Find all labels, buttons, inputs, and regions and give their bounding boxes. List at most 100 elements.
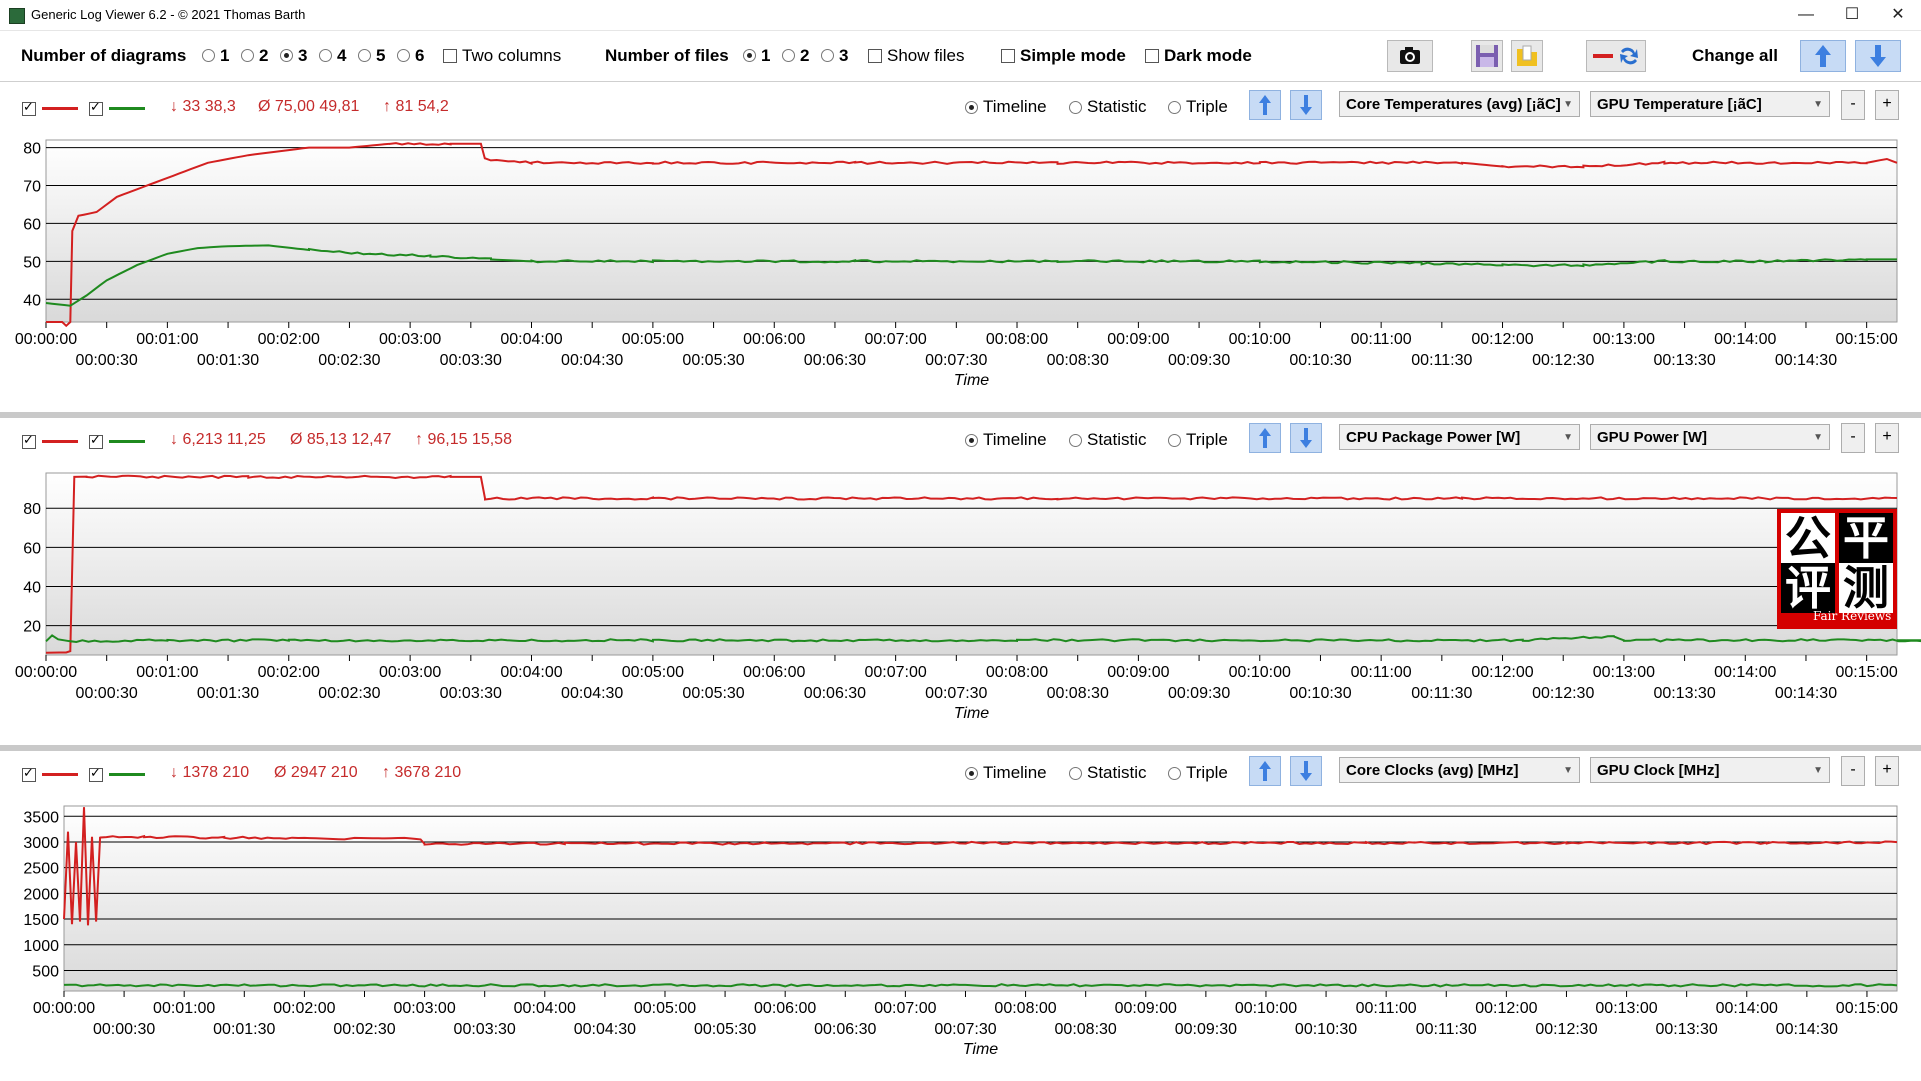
series1-toggle-checkbox[interactable]	[22, 432, 36, 449]
mode-triple-radio[interactable]	[1168, 767, 1181, 780]
move-down-button[interactable]	[1290, 90, 1322, 120]
x-tick-label: 00:14:30	[1776, 1021, 1838, 1038]
close-button[interactable]: ✕	[1891, 6, 1905, 23]
mode-triple-radio[interactable]	[1168, 434, 1181, 447]
add-diagram-button[interactable]: +	[1875, 756, 1899, 786]
minimize-button[interactable]: —	[1798, 6, 1814, 23]
y-tick-label: 80	[23, 141, 41, 158]
x-tick-label: 00:15:00	[1836, 1000, 1898, 1017]
x-tick-label: 00:01:30	[197, 352, 259, 369]
two-columns-checkbox[interactable]	[443, 49, 457, 63]
watermark-logo: 公 平 评 测 Fair Reviews	[1777, 509, 1897, 629]
screenshot-button[interactable]	[1387, 40, 1433, 72]
series2-select[interactable]: GPU Clock [MHz] ▼	[1590, 757, 1830, 783]
series1-select[interactable]: Core Clocks (avg) [MHz] ▼	[1339, 757, 1580, 783]
x-tick-label: 00:14:00	[1716, 1000, 1778, 1017]
add-diagram-button[interactable]: +	[1875, 90, 1899, 120]
move-up-button[interactable]	[1249, 756, 1281, 786]
panel-divider[interactable]	[0, 412, 1921, 418]
two-columns-label: Two columns	[462, 46, 562, 65]
files-radio-3[interactable]	[821, 49, 834, 62]
y-tick-label: 1500	[23, 912, 59, 929]
series1-toggle-checkbox[interactable]	[22, 99, 36, 116]
change-all-down-button[interactable]	[1855, 40, 1901, 72]
x-tick-label: 00:00:00	[15, 331, 77, 348]
mode-timeline-label: Timeline	[983, 430, 1047, 449]
mode-triple-radio[interactable]	[1168, 101, 1181, 114]
series2-legend-line	[109, 107, 145, 110]
show-files-checkbox[interactable]	[868, 49, 882, 63]
mode-timeline-radio[interactable]	[965, 767, 978, 780]
x-tick-label: 00:12:00	[1471, 664, 1533, 681]
stat-min: ↓ 1378 210	[170, 764, 250, 781]
dark-mode-label: Dark mode	[1164, 46, 1252, 65]
x-tick-label: 00:12:30	[1532, 352, 1594, 369]
mode-statistic-label: Statistic	[1087, 97, 1147, 116]
remove-diagram-button[interactable]: -	[1841, 423, 1865, 453]
series2-select[interactable]: GPU Power [W] ▼	[1590, 424, 1830, 450]
x-tick-label: 00:01:00	[136, 664, 198, 681]
x-tick-label: 00:10:00	[1229, 664, 1291, 681]
mode-triple-label: Triple	[1186, 97, 1228, 116]
y-tick-label: 40	[23, 580, 41, 597]
x-tick-label: 00:02:30	[318, 685, 380, 702]
x-tick-label: 00:10:30	[1289, 685, 1351, 702]
mode-timeline-radio[interactable]	[965, 101, 978, 114]
series1-select[interactable]: CPU Package Power [W] ▼	[1339, 424, 1580, 450]
x-tick-label: 00:07:30	[925, 352, 987, 369]
x-tick-label: 00:15:00	[1836, 664, 1898, 681]
remove-diagram-button[interactable]: -	[1841, 756, 1865, 786]
mode-timeline-radio[interactable]	[965, 434, 978, 447]
series-line-1	[46, 142, 1898, 328]
save-button[interactable]	[1471, 40, 1503, 72]
diagrams-radio-1[interactable]	[202, 49, 215, 62]
diagrams-radio-6[interactable]	[397, 49, 410, 62]
diagrams-radio-2[interactable]	[241, 49, 254, 62]
move-down-button[interactable]	[1290, 756, 1322, 786]
x-tick-label: 00:07:00	[864, 331, 926, 348]
mode-statistic-radio[interactable]	[1069, 101, 1082, 114]
camera-icon	[1400, 47, 1420, 64]
diagrams-radio-3[interactable]	[280, 49, 293, 62]
swap-series-button[interactable]	[1586, 40, 1646, 72]
x-tick-label: 00:11:00	[1351, 664, 1412, 681]
files-radio-2[interactable]	[782, 49, 795, 62]
stat-max: ↑ 81 54,2	[383, 98, 449, 115]
simple-mode-checkbox[interactable]	[1001, 49, 1015, 63]
x-tick-label: 00:13:00	[1595, 1000, 1657, 1017]
series2-toggle-checkbox[interactable]	[89, 99, 103, 116]
series1-select[interactable]: Core Temperatures (avg) [¡ãC] ▼	[1339, 91, 1580, 117]
series2-toggle-checkbox[interactable]	[89, 765, 103, 782]
x-tick-label: 00:10:00	[1229, 331, 1291, 348]
mode-statistic-radio[interactable]	[1069, 434, 1082, 447]
change-all-up-button[interactable]	[1800, 40, 1846, 72]
series2-toggle-checkbox[interactable]	[89, 432, 103, 449]
remove-diagram-button[interactable]: -	[1841, 90, 1865, 120]
watermark-char: 评	[1781, 563, 1835, 613]
files-radio-1[interactable]	[743, 49, 756, 62]
add-diagram-button[interactable]: +	[1875, 423, 1899, 453]
mode-statistic-radio[interactable]	[1069, 767, 1082, 780]
diagrams-radio-4[interactable]	[319, 49, 332, 62]
move-down-button[interactable]	[1290, 423, 1322, 453]
diagram-panel-3: ↓ 1378 210 Ø 2947 210 ↑ 3678 210 Timelin…	[0, 751, 1921, 1081]
x-tick-label: 00:02:30	[318, 352, 380, 369]
x-tick-label: 00:08:30	[1055, 1021, 1117, 1038]
diagrams-radio-5[interactable]	[358, 49, 371, 62]
open-folder-button[interactable]	[1511, 40, 1543, 72]
window-title: Generic Log Viewer 6.2 - © 2021 Thomas B…	[31, 7, 306, 22]
series2-select[interactable]: GPU Temperature [¡ãC] ▼	[1590, 91, 1830, 117]
move-up-button[interactable]	[1249, 423, 1281, 453]
series1-toggle-checkbox[interactable]	[22, 765, 36, 782]
move-up-button[interactable]	[1249, 90, 1281, 120]
x-tick-label: 00:05:30	[694, 1021, 756, 1038]
chevron-down-icon: ▼	[1563, 432, 1573, 443]
dark-mode-checkbox[interactable]	[1145, 49, 1159, 63]
maximize-button[interactable]: ☐	[1844, 6, 1860, 23]
panel-divider[interactable]	[0, 745, 1921, 751]
stat-max: ↑ 3678 210	[382, 764, 462, 781]
num-diagrams-label: Number of diagrams	[21, 46, 187, 65]
watermark-char: 公	[1781, 513, 1835, 563]
x-tick-label: 00:10:00	[1235, 1000, 1297, 1017]
x-tick-label: 00:05:00	[622, 331, 684, 348]
